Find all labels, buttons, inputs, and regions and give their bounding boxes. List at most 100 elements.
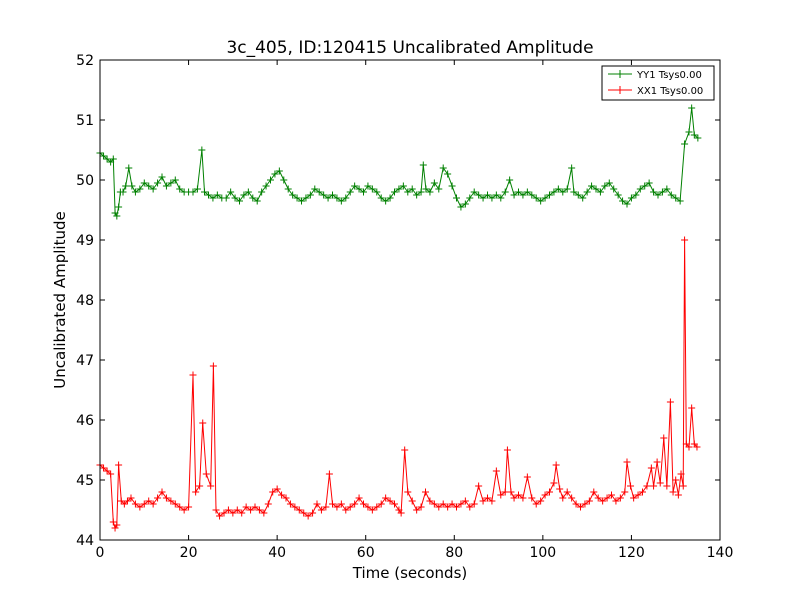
data-point bbox=[650, 188, 658, 196]
data-point bbox=[282, 494, 290, 502]
series-1 bbox=[96, 236, 701, 532]
data-point bbox=[391, 188, 398, 196]
data-point bbox=[583, 188, 591, 196]
data-point bbox=[207, 482, 215, 490]
y-tick-label: 52 bbox=[76, 53, 94, 69]
data-point bbox=[231, 194, 239, 202]
data-point bbox=[672, 476, 680, 484]
data-point bbox=[422, 488, 429, 496]
data-point bbox=[189, 188, 197, 196]
data-point bbox=[397, 509, 405, 517]
data-point bbox=[162, 182, 170, 190]
data-point bbox=[119, 188, 127, 196]
data-point bbox=[140, 500, 148, 508]
data-point bbox=[632, 191, 640, 199]
data-point bbox=[515, 188, 522, 196]
data-point bbox=[588, 182, 596, 190]
data-point bbox=[136, 185, 144, 193]
data-point bbox=[506, 176, 514, 184]
data-point bbox=[176, 185, 184, 193]
data-point bbox=[251, 503, 259, 511]
data-point bbox=[401, 446, 409, 454]
data-point bbox=[532, 194, 540, 202]
y-axis: 44 45 46 47 48 49 50 51 52 bbox=[76, 53, 720, 549]
data-point bbox=[621, 488, 629, 496]
data-point bbox=[672, 194, 680, 202]
data-point bbox=[242, 503, 250, 511]
series-line bbox=[99, 107, 699, 218]
data-point bbox=[324, 194, 332, 202]
y-tick-label: 50 bbox=[76, 173, 94, 189]
data-point bbox=[523, 473, 531, 481]
data-point bbox=[158, 173, 166, 181]
data-point bbox=[627, 194, 635, 202]
data-point bbox=[422, 185, 430, 193]
data-point bbox=[559, 188, 567, 196]
data-point bbox=[448, 182, 456, 190]
data-point bbox=[585, 497, 593, 505]
data-point bbox=[154, 179, 162, 187]
data-point bbox=[688, 104, 696, 112]
data-point bbox=[679, 482, 687, 490]
data-point bbox=[484, 191, 491, 199]
data-point bbox=[426, 188, 434, 196]
data-point bbox=[488, 497, 496, 505]
data-point bbox=[244, 188, 252, 196]
data-point bbox=[537, 497, 545, 505]
data-point bbox=[360, 188, 367, 196]
data-point bbox=[267, 176, 274, 184]
data-point bbox=[364, 182, 372, 190]
data-point bbox=[461, 497, 469, 505]
data-point bbox=[280, 176, 288, 184]
data-point bbox=[532, 500, 540, 508]
data-point bbox=[656, 479, 664, 487]
y-tick-label: 51 bbox=[76, 113, 94, 129]
data-point bbox=[654, 191, 662, 199]
data-point bbox=[224, 506, 232, 514]
data-point bbox=[154, 494, 162, 502]
y-tick-label: 45 bbox=[76, 473, 94, 489]
data-point bbox=[556, 485, 564, 493]
data-point bbox=[439, 500, 447, 508]
data-point bbox=[510, 494, 518, 502]
x-tick-label: 120 bbox=[618, 545, 645, 561]
data-point bbox=[623, 458, 631, 466]
data-point bbox=[293, 194, 301, 202]
data-point bbox=[404, 188, 412, 196]
data-point bbox=[202, 470, 210, 478]
data-point bbox=[346, 503, 354, 511]
data-point bbox=[466, 503, 474, 511]
data-point bbox=[541, 194, 549, 202]
data-point bbox=[100, 152, 108, 160]
data-point bbox=[140, 179, 148, 187]
data-point bbox=[193, 185, 201, 193]
data-point bbox=[666, 398, 674, 406]
data-point bbox=[497, 194, 505, 202]
data-point bbox=[608, 491, 615, 499]
data-point bbox=[614, 191, 622, 199]
data-point bbox=[355, 494, 363, 502]
data-point bbox=[286, 500, 294, 508]
data-point bbox=[346, 188, 354, 196]
data-point bbox=[322, 503, 330, 511]
data-point bbox=[103, 467, 111, 475]
legend-swatch-marker bbox=[616, 70, 624, 78]
data-point bbox=[213, 191, 221, 199]
legend-box bbox=[601, 65, 715, 101]
data-point bbox=[660, 434, 668, 442]
data-point bbox=[461, 200, 469, 208]
data-point bbox=[681, 140, 689, 148]
y-tick-label: 44 bbox=[76, 533, 94, 549]
data-point bbox=[176, 503, 184, 511]
data-point bbox=[123, 497, 131, 505]
data-point bbox=[278, 491, 286, 499]
data-point bbox=[639, 488, 646, 496]
data-point bbox=[453, 194, 460, 202]
data-point bbox=[342, 194, 350, 202]
data-point bbox=[364, 503, 372, 511]
data-point bbox=[470, 188, 478, 196]
data-point bbox=[559, 494, 567, 502]
data-point bbox=[167, 179, 175, 187]
data-point bbox=[317, 506, 325, 514]
data-point bbox=[382, 494, 390, 502]
